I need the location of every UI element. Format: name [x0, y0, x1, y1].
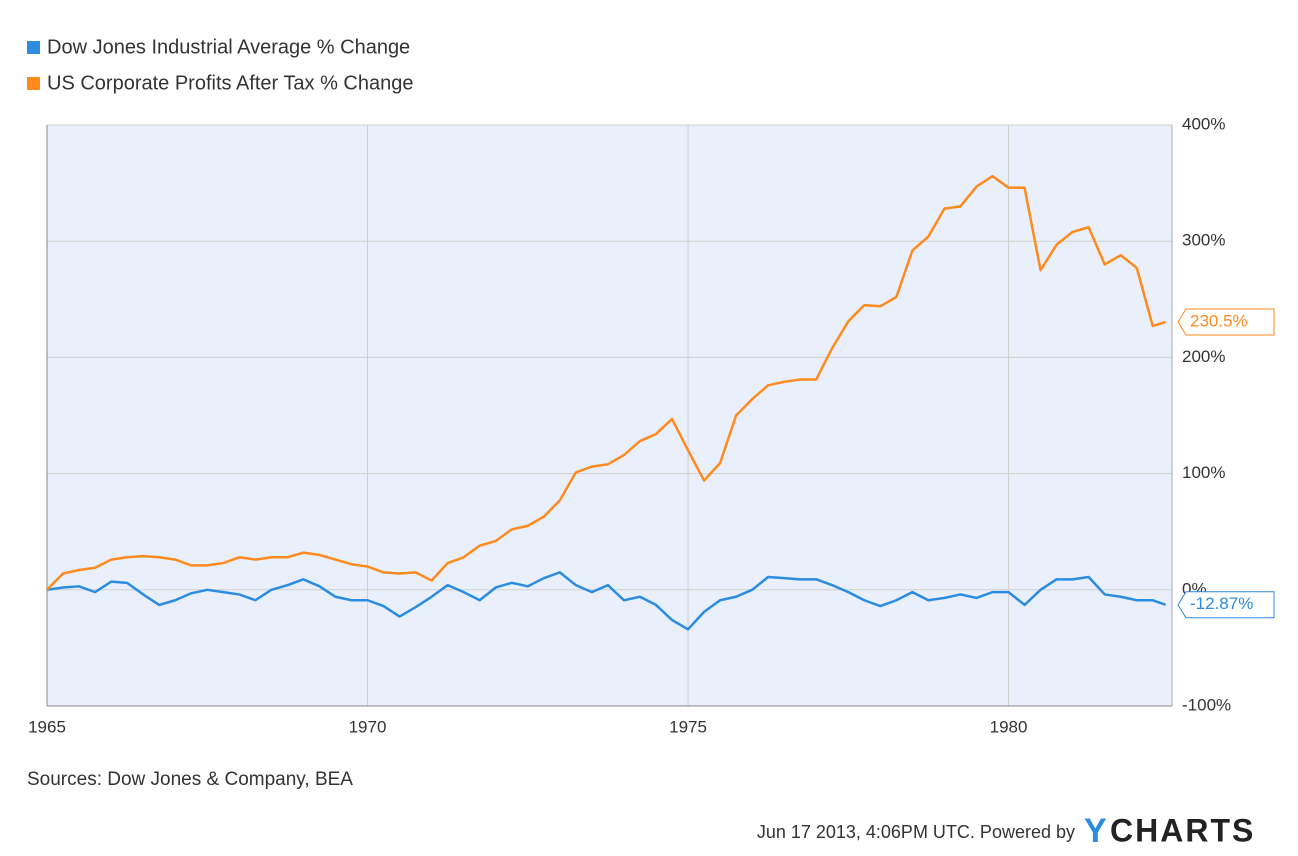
x-tick-label: 1980 [990, 717, 1028, 736]
y-tick-label: 100% [1182, 463, 1225, 482]
line [46, 174, 1166, 591]
x-tick-label: 1975 [669, 717, 707, 736]
logo-mark: Y [1084, 812, 1107, 850]
x-tick-label: 1970 [349, 717, 387, 736]
y-tick-label: -100% [1182, 695, 1231, 714]
source: Sources: Dow Jones & Company, BEA [27, 769, 353, 790]
value-label-box [1177, 591, 1275, 619]
value-label-box [1177, 308, 1275, 336]
y-tick-label: 400% [1182, 114, 1225, 133]
legend-label: Dow Jones Industrial Average % Change [47, 36, 410, 58]
y-tick-label: 200% [1182, 347, 1225, 366]
plot-area [47, 125, 1172, 706]
value-label: -12.87% [1190, 594, 1253, 613]
line [46, 571, 1167, 631]
value-label: 230.5% [1190, 311, 1248, 330]
y-tick-label: 300% [1182, 231, 1225, 250]
timestamp: Jun 17 2013, 4:06PM UTC. Powered by [757, 822, 1075, 842]
x-tick-label: 1965 [28, 717, 66, 736]
legend-swatch [27, 77, 40, 90]
logo-text: CHARTS [1110, 812, 1255, 848]
legend-swatch [27, 41, 40, 54]
legend-label: US Corporate Profits After Tax % Change [47, 72, 413, 94]
